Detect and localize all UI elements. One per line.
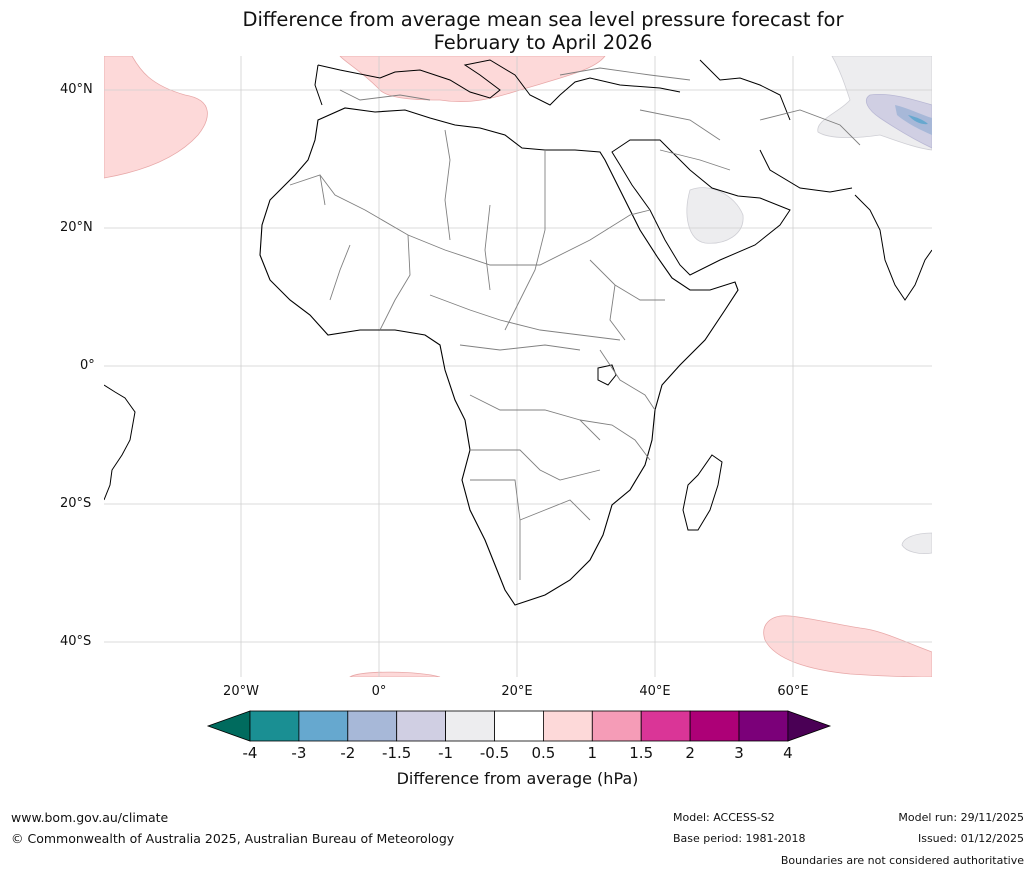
india-coastline	[854, 194, 932, 301]
colorbar-tick-label: -3	[291, 744, 307, 762]
colorbar-tick-label: 1.5	[629, 744, 654, 762]
asia-coastline	[699, 59, 853, 193]
colorbar-swatch	[445, 710, 495, 742]
lon-label-0: 0°	[371, 684, 387, 699]
graticule	[104, 56, 932, 677]
colorbar-swatch	[249, 710, 300, 742]
colorbar-tick-label: 1	[587, 744, 598, 762]
anomaly-positive-north-atlantic	[104, 56, 208, 179]
colorbar-tick-label: -4	[242, 744, 258, 762]
anomaly-positive-south-edge	[349, 671, 441, 677]
colorbar-tick-label: -0.5	[479, 744, 510, 762]
footer-model-run: Model run: 29/11/2025	[898, 811, 1024, 824]
lon-label-60e: 60°E	[777, 684, 809, 699]
anomaly-strong-negative-himalaya	[895, 105, 932, 135]
lat-label-equator: 0°	[80, 358, 95, 373]
colorbar-tick-label: -2	[340, 744, 356, 762]
lon-label-40e: 40°E	[639, 684, 671, 699]
colorbar-over-arrow	[787, 710, 832, 742]
anomaly-strongest-negative-himalaya	[908, 115, 928, 125]
colorbar-tick-label: 2	[685, 744, 695, 762]
anomaly-negative-himalaya	[866, 93, 932, 149]
footer-base-period: Base period: 1981-2018	[673, 832, 806, 845]
colorbar-tick-label: -1	[438, 744, 454, 762]
footer-website: www.bom.gov.au/climate	[11, 810, 169, 825]
footer-model: Model: ACCESS-S2	[673, 811, 775, 824]
colorbar-swatch	[396, 710, 447, 742]
colorbar-label: Difference from average (hPa)	[396, 769, 639, 788]
colorbar-swatch	[591, 710, 642, 742]
lon-label-20e: 20°E	[501, 684, 533, 699]
colorbar-tick-label: 3	[734, 744, 744, 762]
europe-coastline	[314, 59, 681, 106]
lat-label-20n: 20°N	[60, 220, 93, 235]
country-borders	[289, 67, 861, 580]
lat-label-40s: 40°S	[60, 634, 92, 649]
map-title: Difference from average mean sea level p…	[0, 8, 1035, 54]
africa-coastline	[259, 107, 739, 606]
colorbar-swatch	[298, 710, 349, 742]
footer-copyright: © Commonwealth of Australia 2025, Austra…	[11, 831, 455, 846]
colorbar-swatch	[494, 710, 544, 742]
anomaly-negative-arabia	[686, 187, 744, 244]
colorbar-swatch	[543, 710, 593, 742]
lat-label-40n: 40°N	[60, 82, 93, 97]
colorbar-swatch	[640, 710, 691, 742]
map-title-line-1: Difference from average mean sea level p…	[242, 8, 844, 31]
colorbar-swatch	[689, 710, 740, 742]
lon-label-20w: 20°W	[223, 684, 259, 699]
colorbar-tick-label: 4	[783, 744, 793, 762]
lake-victoria	[597, 364, 617, 386]
colorbar-swatch	[738, 710, 789, 742]
colorbar-swatch	[347, 710, 398, 742]
arabia-coastline	[611, 139, 791, 276]
footer-disclaimer: Boundaries are not considered authoritat…	[780, 854, 1024, 867]
anomaly-positive-southern-ocean	[763, 615, 932, 677]
colorbar-tick-label: 0.5	[531, 744, 556, 762]
map-title-line-2: February to April 2026	[433, 31, 653, 54]
colorbar-under-arrow	[206, 710, 251, 742]
south-america-coastline	[104, 384, 136, 501]
colorbar-tick-label: -1.5	[382, 744, 412, 762]
lat-label-20s: 20°S	[60, 496, 92, 511]
madagascar-coastline	[682, 454, 723, 531]
anomaly-negative-indian-ocean	[901, 532, 932, 554]
footer-issued: Issued: 01/12/2025	[917, 832, 1024, 845]
